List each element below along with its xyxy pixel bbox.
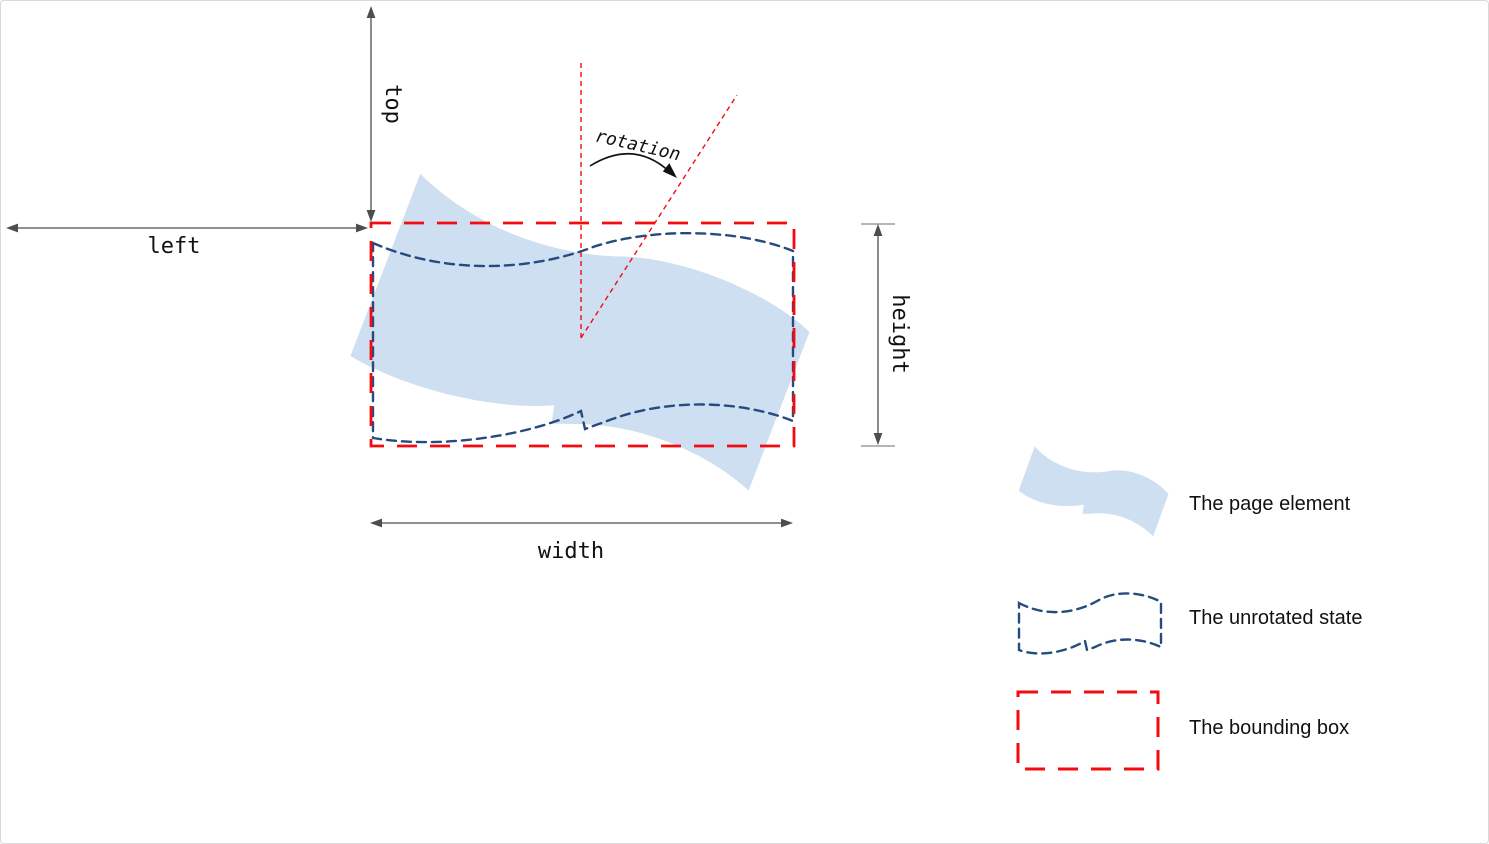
height-arrow: height: [861, 223, 912, 447]
height-label: height: [887, 294, 912, 373]
top-label: top: [380, 84, 405, 124]
width-label: width: [538, 539, 604, 564]
page-element-shape: [350, 173, 810, 491]
legend-item-unrotated-state: The unrotated state: [1017, 592, 1362, 655]
rotation-arc-arrow: [589, 153, 673, 175]
legend-page-element-swatch: [1018, 446, 1169, 537]
legend-bounding-box-label: The bounding box: [1189, 717, 1349, 739]
arrowhead-down-icon: [366, 210, 376, 222]
arrowhead-left-icon: [6, 223, 18, 233]
legend-bounding-box-swatch: [1016, 690, 1160, 771]
arrowhead-up-icon: [873, 224, 883, 236]
arrowhead-right-icon: [356, 223, 368, 233]
unrotated-state-outline: [371, 231, 795, 444]
arrowhead-left-icon: [370, 518, 382, 528]
legend-page-element-label: The page element: [1189, 493, 1351, 515]
legend-unrotated-state-label: The unrotated state: [1189, 607, 1362, 629]
arrowhead-up-icon: [366, 6, 376, 18]
bounding-box-rect: [369, 221, 796, 448]
arrowhead-right-icon: [781, 518, 793, 528]
arrowhead-down-icon: [873, 433, 883, 445]
rotation-label: rotation: [593, 126, 682, 166]
rotation-angle-line: [580, 94, 738, 339]
legend-item-bounding-box: The bounding box: [1016, 690, 1349, 771]
rotation-arrowhead-icon: [662, 163, 677, 178]
top-arrow: top: [366, 6, 405, 222]
left-arrow: left: [6, 223, 368, 259]
width-arrow: width: [370, 518, 793, 564]
left-label: left: [148, 234, 201, 259]
legend-item-page-element: The page element: [1018, 446, 1351, 537]
legend-unrotated-state-swatch: [1017, 592, 1163, 655]
legend: The page element The unrotated state The…: [1016, 446, 1362, 771]
